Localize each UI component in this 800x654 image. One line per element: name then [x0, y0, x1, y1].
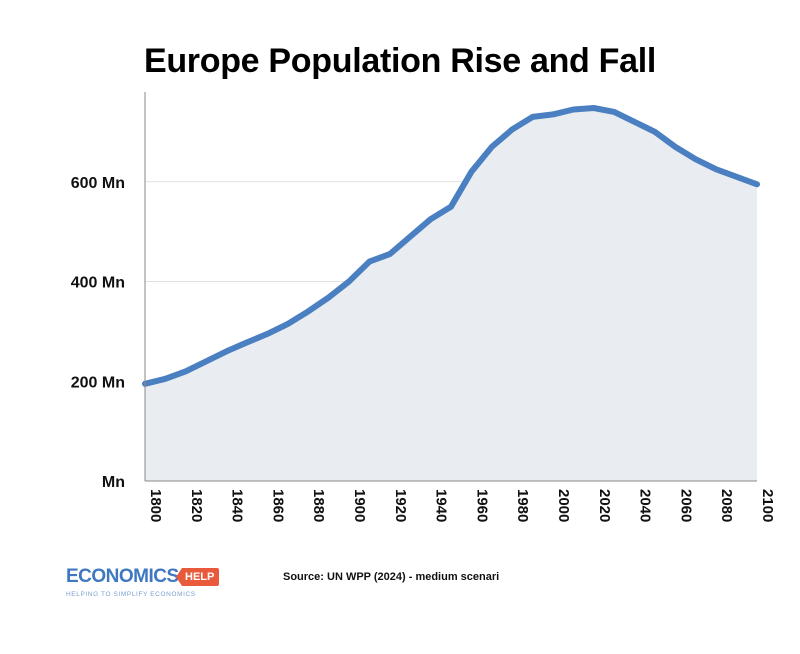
x-tick-label-2080: 2080: [718, 489, 735, 522]
population-line: [142, 105, 760, 387]
x-tick-label-2020: 2020: [596, 489, 613, 522]
logo-word: ECONOMICS: [66, 566, 179, 587]
logo-badge: HELP: [176, 568, 220, 586]
x-tick-label-1840: 1840: [229, 489, 246, 522]
chart-title: Europe Population Rise and Fall: [143, 42, 657, 80]
x-tick-label-1820: 1820: [188, 489, 205, 522]
y-tick-label-400: 400 Mn: [71, 275, 125, 292]
x-tick-label-1800: 1800: [147, 489, 164, 522]
source-note: Source: UN WPP (2024) - medium scenari: [283, 571, 500, 583]
x-tick-label-1900: 1900: [351, 489, 368, 522]
x-tick-label-2000: 2000: [555, 489, 572, 522]
x-tick-label-1940: 1940: [433, 489, 450, 522]
x-tick-label-2060: 2060: [677, 489, 694, 522]
y-tick-label-200: 200 Mn: [71, 374, 125, 391]
y-tick-label-600: 600 Mn: [71, 175, 125, 192]
x-tick-label-2100: 2100: [759, 489, 776, 522]
x-tick-label-1980: 1980: [514, 489, 531, 522]
y-tick-label-0: Mn: [102, 474, 125, 491]
x-tick-label-2040: 2040: [637, 489, 654, 522]
logo-tagline: HELPING TO SIMPLIFY ECONOMICS: [66, 591, 196, 598]
population-area-fill: [145, 108, 757, 481]
x-tick-label-1960: 1960: [473, 489, 490, 522]
x-tick-label-1860: 1860: [269, 489, 286, 522]
x-tick-label-1920: 1920: [392, 489, 409, 522]
economics-help-logo[interactable]: ECONOMICS HELP HELPING TO SIMPLIFY ECONO…: [66, 566, 236, 606]
x-tick-label-1880: 1880: [310, 489, 327, 522]
